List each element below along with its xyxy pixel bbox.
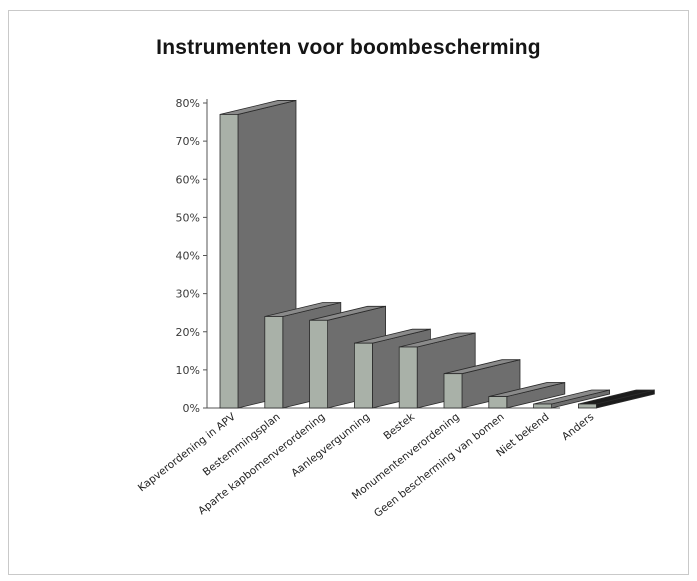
y-tick-label: 70% [176, 135, 200, 148]
x-tick-label: Anders [560, 411, 596, 443]
y-axis: 0% 10% 20% 30% 40% 50% 60% 70% 80% [176, 97, 560, 415]
y-tick-label: 60% [176, 173, 200, 186]
x-tick-label: Bestemmingsplan [201, 411, 283, 479]
bar-front [353, 342, 373, 409]
y-tick-label: 80% [176, 97, 200, 110]
bar-front [219, 114, 239, 409]
y-tick-label: 30% [176, 288, 200, 301]
bar [488, 382, 566, 409]
bar [578, 389, 655, 409]
y-tick-label: 50% [176, 211, 200, 224]
bar-front [309, 319, 329, 409]
y-tick-label: 40% [176, 250, 200, 263]
chart-title: Instrumenten voor boombescherming [156, 36, 541, 59]
bar-front [533, 403, 552, 409]
bar-front [443, 373, 463, 409]
bar [533, 389, 610, 409]
chart-frame [8, 10, 689, 575]
bar-front [264, 316, 284, 409]
y-tick-label: 0% [183, 402, 200, 415]
bar-front [488, 396, 508, 409]
x-tick-label: Aanlegvergunning [289, 411, 372, 480]
y-tick-label: 20% [176, 326, 200, 339]
bar-front [398, 346, 418, 409]
x-tick-label: Bestek [381, 410, 417, 442]
bars [219, 99, 655, 409]
category-labels: Kapverordening in APVBestemmingsplanApar… [136, 410, 596, 519]
y-tick-label: 10% [176, 364, 200, 377]
bar-front [578, 403, 597, 409]
